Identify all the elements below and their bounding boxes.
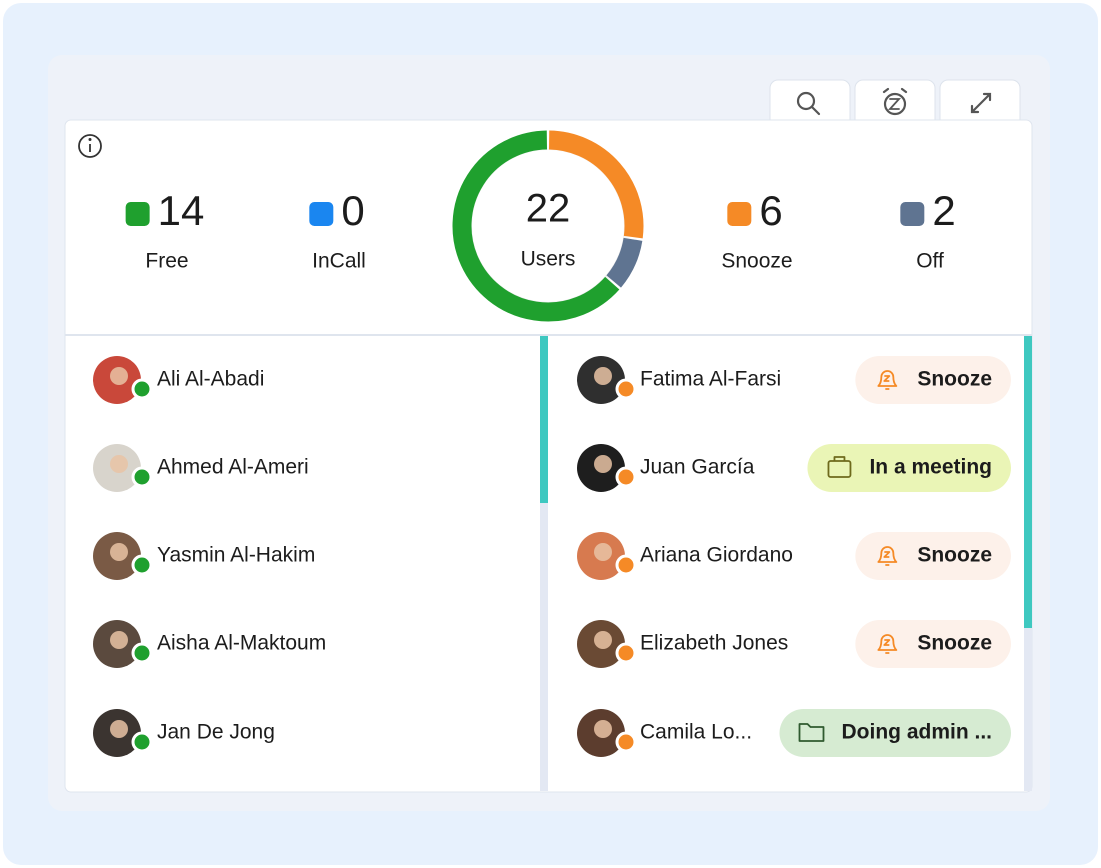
total-count: 22 bbox=[526, 187, 571, 231]
user-name: Fatima Al-Farsi bbox=[640, 368, 781, 391]
stat-label: InCall bbox=[312, 250, 366, 273]
scroll-track bbox=[540, 336, 548, 791]
status-dot bbox=[131, 378, 153, 400]
scroll-thumb[interactable] bbox=[1024, 336, 1032, 628]
status-dot bbox=[131, 642, 153, 664]
badge-bg bbox=[807, 444, 1011, 492]
status-dot bbox=[615, 466, 637, 488]
status-dot bbox=[131, 731, 153, 753]
stat-swatch bbox=[309, 202, 334, 226]
user-name: Jan De Jong bbox=[157, 721, 275, 744]
user-name: Ariana Giordano bbox=[640, 544, 793, 567]
stat-swatch bbox=[125, 202, 150, 226]
badge-icon bbox=[883, 375, 891, 382]
search-tab[interactable] bbox=[769, 79, 851, 122]
stat-value: 2 bbox=[932, 187, 955, 234]
badge-text: Doing admin ... bbox=[842, 721, 993, 744]
status-badge: Snooze bbox=[855, 620, 1011, 668]
avatar-face bbox=[110, 720, 128, 738]
tab-icons bbox=[796, 87, 992, 116]
user-name: Ahmed Al-Ameri bbox=[157, 456, 309, 479]
stat-swatch bbox=[900, 202, 925, 226]
badge-bg bbox=[855, 356, 1011, 404]
avatar-face bbox=[594, 543, 612, 561]
tabs bbox=[769, 79, 1021, 122]
status-dot bbox=[615, 731, 637, 753]
snooze-tab[interactable] bbox=[854, 79, 936, 122]
badge-icon bbox=[883, 551, 891, 558]
avatar-face bbox=[110, 543, 128, 561]
avatar-face bbox=[594, 631, 612, 649]
avatar-face bbox=[110, 367, 128, 385]
stat-label: Off bbox=[916, 250, 944, 273]
badge-bg bbox=[779, 709, 1011, 757]
badge-icon bbox=[877, 546, 898, 566]
user-name: Camila Lo... bbox=[640, 721, 752, 744]
user-name: Aisha Al-Maktoum bbox=[157, 632, 326, 655]
badge-icon bbox=[877, 634, 898, 654]
stat-value: 14 bbox=[158, 187, 205, 234]
user-name: Ali Al-Abadi bbox=[157, 368, 264, 391]
status-badge: Doing admin ... bbox=[779, 709, 1011, 757]
badge-icon bbox=[833, 456, 846, 461]
status-dot bbox=[615, 378, 637, 400]
avatar-face bbox=[594, 455, 612, 473]
donut-center bbox=[472, 150, 624, 302]
badge-icon bbox=[877, 370, 898, 390]
scroll-thumb[interactable] bbox=[540, 336, 548, 503]
avatar-face bbox=[594, 367, 612, 385]
stat-value: 6 bbox=[759, 187, 782, 234]
avatar-face bbox=[594, 720, 612, 738]
badge-text: Snooze bbox=[917, 368, 992, 391]
badge-text: In a meeting bbox=[869, 456, 992, 479]
avatar-face bbox=[110, 455, 128, 473]
donut-segment bbox=[548, 130, 644, 239]
stat-label: Snooze bbox=[721, 250, 792, 273]
total-label: Users bbox=[521, 248, 576, 271]
stat-label: Free bbox=[145, 250, 188, 273]
stat-value: 0 bbox=[341, 187, 364, 234]
badge-text: Snooze bbox=[917, 632, 992, 655]
user-name: Juan García bbox=[640, 456, 755, 479]
badge-bg bbox=[855, 532, 1011, 580]
badge-icon bbox=[883, 639, 891, 646]
status-dot bbox=[131, 554, 153, 576]
avatar-face bbox=[110, 631, 128, 649]
expand-tab[interactable] bbox=[939, 79, 1021, 122]
status-badge: In a meeting bbox=[807, 444, 1011, 492]
user-name: Elizabeth Jones bbox=[640, 632, 788, 655]
status-badge: Snooze bbox=[855, 356, 1011, 404]
status-dot bbox=[615, 554, 637, 576]
user-name: Yasmin Al-Hakim bbox=[157, 544, 315, 567]
donut-segment bbox=[452, 130, 620, 322]
badge-icon bbox=[798, 723, 825, 742]
status-dot bbox=[131, 466, 153, 488]
badge-bg bbox=[855, 620, 1011, 668]
status-badge: Snooze bbox=[855, 532, 1011, 580]
stat-swatch bbox=[727, 202, 752, 226]
badge-icon bbox=[827, 460, 852, 478]
info-icon[interactable] bbox=[78, 134, 102, 158]
status-dot bbox=[615, 642, 637, 664]
badge-text: Snooze bbox=[917, 544, 992, 567]
donut-segment bbox=[606, 237, 643, 288]
dynamic: 14 Free 0 InCall 6 Snooze 2 Off Ali Al-Abadi Ahme… bbox=[93, 130, 1011, 757]
